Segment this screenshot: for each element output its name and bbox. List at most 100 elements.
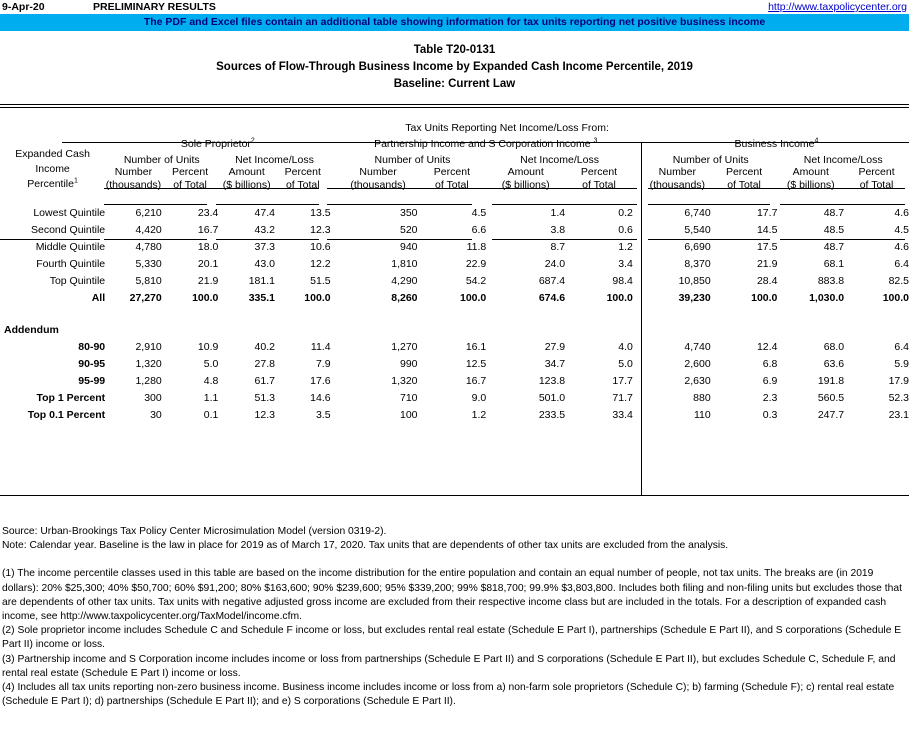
stub-header-line2: Income bbox=[35, 163, 70, 175]
table-cell: 883.8 bbox=[817, 275, 845, 287]
table-cell: 18.0 bbox=[197, 241, 219, 253]
table-cell: 98.4 bbox=[612, 275, 633, 287]
subgroup-units-business: Number of Units bbox=[672, 154, 749, 166]
table-cell: 39,230 bbox=[678, 292, 711, 304]
table-row: 80-90 2,910 10.9 40.2 11.4 1,270 16.1 27.9 4.0 4,… bbox=[0, 336, 909, 353]
column-gap bbox=[331, 336, 339, 353]
table-cell: 20.1 bbox=[197, 258, 219, 270]
addendum-header-filler bbox=[105, 314, 909, 336]
table-cell: 17.7 bbox=[612, 375, 633, 387]
table-cell: 4,290 bbox=[391, 275, 418, 287]
table-cell: 674.6 bbox=[538, 292, 566, 304]
group-footnote-marker-3: 3 bbox=[593, 137, 598, 145]
subgroup-rule-4 bbox=[492, 204, 637, 205]
main-rows-body: Lowest Quintile 6,210 23.4 47.4 13.5 350 4.5 1.… bbox=[0, 202, 909, 304]
group-footnote-marker-4: 4 bbox=[814, 137, 819, 145]
top-bar: 9-Apr-20 PRELIMINARY RESULTS http://www.… bbox=[0, 0, 909, 14]
subgroup-rule-5 bbox=[648, 204, 770, 205]
table-cell: 6.8 bbox=[762, 358, 778, 370]
table-cell: 16.7 bbox=[197, 224, 219, 236]
table-cell: 68.1 bbox=[823, 258, 845, 270]
table-cell: 6.6 bbox=[471, 224, 487, 236]
table-cell: 14.5 bbox=[756, 224, 778, 236]
header-bottom-rule-5 bbox=[648, 239, 770, 240]
taxpolicycenter-link[interactable]: http://www.taxpolicycenter.org bbox=[768, 1, 907, 13]
table-cell: 6,740 bbox=[684, 207, 711, 219]
column-gap bbox=[331, 387, 339, 404]
notes-block: Source: Urban-Brookings Tax Policy Cente… bbox=[2, 525, 907, 709]
table-cell: 54.2 bbox=[465, 275, 487, 287]
table-cell: 71.7 bbox=[612, 392, 633, 404]
table-cell: 24.0 bbox=[544, 258, 566, 270]
table-cell: 5,810 bbox=[135, 275, 162, 287]
table-cell: 5,540 bbox=[684, 224, 711, 236]
row-label: Middle Quintile bbox=[35, 241, 106, 253]
header-bottom-rule-6 bbox=[780, 239, 905, 240]
table-cell: 335.1 bbox=[248, 292, 275, 304]
table-cell: 3.8 bbox=[550, 224, 566, 236]
group-label-partnership-scorp: Partnership Income and S Corporation Inc… bbox=[374, 138, 591, 150]
table-cell: 123.8 bbox=[538, 375, 566, 387]
table-cell: 52.3 bbox=[888, 392, 909, 404]
addendum-label: Addendum bbox=[4, 324, 59, 336]
top-rule-inner bbox=[0, 107, 909, 108]
footnote-4: (4) Includes all tax units reporting non… bbox=[2, 682, 895, 708]
table-cell: 520 bbox=[399, 224, 418, 236]
table-cell: 23.1 bbox=[888, 409, 909, 421]
table-bottom-rule bbox=[0, 495, 909, 496]
table-cell: 181.1 bbox=[248, 275, 275, 287]
table-cell: 12.5 bbox=[465, 358, 487, 370]
table-cell: 6.4 bbox=[894, 258, 909, 270]
table-row: Second Quintile 4,420 16.7 43.2 12.3 520 6.6 3.… bbox=[0, 219, 909, 236]
table-cell: 12.3 bbox=[254, 409, 275, 421]
source-note: Source: Urban-Brookings Tax Policy Cente… bbox=[2, 526, 387, 537]
table-cell: 6.4 bbox=[894, 341, 909, 353]
table-cell: 1.2 bbox=[471, 409, 487, 421]
table-cell: 2,630 bbox=[684, 375, 711, 387]
addendum-spacer bbox=[0, 304, 909, 314]
table-cell: 16.1 bbox=[465, 341, 487, 353]
table-cell: 68.0 bbox=[823, 341, 845, 353]
header-body-spacer bbox=[0, 192, 909, 202]
table-cell: 12.3 bbox=[310, 224, 331, 236]
table-cell: 7.9 bbox=[315, 358, 331, 370]
group-header-business-income: Business Income4 bbox=[644, 134, 909, 151]
column-gap bbox=[633, 404, 644, 421]
table-number: Table T20-0131 bbox=[413, 44, 496, 56]
table-cell: 1,030.0 bbox=[809, 292, 845, 304]
subgroup-netincome-partnership: Net Income/Loss bbox=[520, 154, 599, 166]
row-label: 95-99 bbox=[78, 375, 106, 387]
group-header-partnership-scorp: Partnership Income and S Corporation Inc… bbox=[339, 134, 633, 151]
table-cell: 27.8 bbox=[254, 358, 275, 370]
subgroup-header-row: Number of Units Net Income/Loss Number o… bbox=[0, 150, 909, 166]
table-cell: 1,270 bbox=[391, 341, 418, 353]
header-bottom-rule-3 bbox=[327, 239, 472, 240]
header-bottom-rule-4 bbox=[492, 239, 637, 240]
table-cell: 100.0 bbox=[192, 292, 219, 304]
row-label: All bbox=[91, 292, 106, 304]
table-row: Top 0.1 Percent 30 0.1 12.3 3.5 100 1.2 233.5 33… bbox=[0, 404, 909, 421]
table-cell: 233.5 bbox=[538, 409, 566, 421]
table-cell: 10,850 bbox=[678, 275, 711, 287]
spanning-header-row: Tax Units Reporting Net Income/Loss From… bbox=[0, 104, 909, 134]
table-cell: 51.3 bbox=[254, 392, 275, 404]
table-cell: 0.3 bbox=[762, 409, 778, 421]
column-gap bbox=[331, 404, 339, 421]
table-cell: 191.8 bbox=[817, 375, 845, 387]
table-cell: 560.5 bbox=[817, 392, 845, 404]
row-label: Top 1 Percent bbox=[36, 392, 106, 404]
table-cell: 4,420 bbox=[135, 224, 162, 236]
table-cell: 48.7 bbox=[823, 207, 845, 219]
table-cell: 8.7 bbox=[550, 241, 566, 253]
column-gap bbox=[633, 387, 644, 404]
table-cell: 63.6 bbox=[823, 358, 845, 370]
subgroup-netincome-sole: Net Income/Loss bbox=[235, 154, 314, 166]
table-cell: 27,270 bbox=[129, 292, 162, 304]
subgroup-units-sole: Number of Units bbox=[123, 154, 200, 166]
footnote-3: (3) Partnership income and S Corporation… bbox=[2, 653, 896, 679]
column-gap bbox=[331, 253, 339, 270]
table-cell: 350 bbox=[399, 207, 418, 219]
group-rule-sole bbox=[104, 188, 319, 189]
table-cell: 1,280 bbox=[135, 375, 162, 387]
table-cell: 11.4 bbox=[310, 341, 331, 353]
